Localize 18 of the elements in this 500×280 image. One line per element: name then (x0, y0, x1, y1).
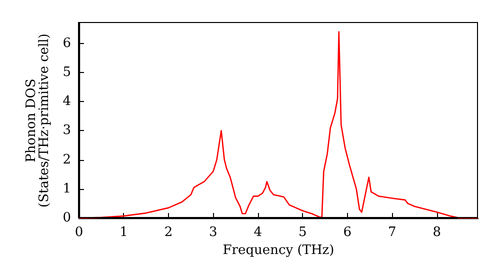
x-tick-label: 8 (432, 225, 441, 240)
x-tick-label: 1 (120, 225, 128, 240)
x-tick-label: 5 (298, 225, 307, 240)
y-tick-label: 3 (62, 123, 71, 138)
x-tick-label: 4 (254, 225, 262, 240)
y-tick-label: 6 (62, 36, 71, 51)
x-axis-title: Frequency (THz) (222, 242, 334, 258)
x-tick-label: 7 (388, 225, 396, 240)
y-tick-label: 0 (62, 210, 71, 226)
y-tick-label: 5 (62, 64, 71, 80)
y-tick-label: 1 (62, 181, 71, 196)
x-tick-label: 2 (164, 225, 173, 240)
y-tick-label: 4 (62, 94, 71, 110)
y-tick-label: 2 (62, 152, 71, 168)
x-tick-label: 0 (74, 225, 84, 240)
x-tick-label: 3 (209, 225, 218, 240)
y-axis-title: Phonon DOS (States/THz·primitive cell) (24, 33, 52, 208)
x-tick-label: 6 (343, 225, 352, 240)
